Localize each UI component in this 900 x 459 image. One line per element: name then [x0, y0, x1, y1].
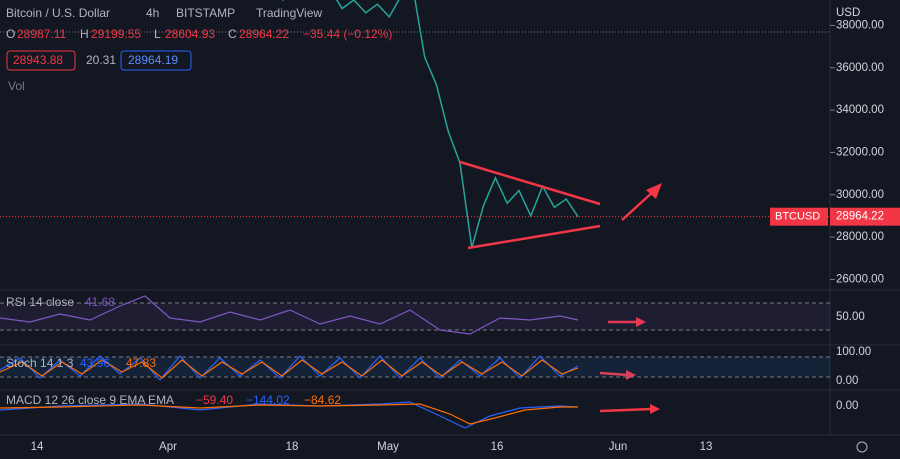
change: −35.44 (−0.12%)	[303, 27, 392, 41]
macd-value: −59.40	[196, 393, 233, 407]
currency: USD	[836, 7, 860, 19]
pane-borders	[0, 0, 900, 436]
ohlc-value: 28964.22	[239, 27, 289, 41]
y-tick-label: 28000.00	[836, 231, 884, 243]
time-label: 16	[491, 441, 504, 453]
y-tick-label: 32000.00	[836, 146, 884, 158]
source: TradingView	[256, 6, 322, 20]
price-tag-label: 28964.22	[836, 211, 884, 223]
stoch-top: 100.00	[836, 346, 871, 358]
stoch-label: Stoch 14 1 3	[6, 356, 74, 370]
stoch-k-value: 43.96	[80, 356, 110, 370]
spread: 20.31	[86, 53, 116, 67]
time-label: Apr	[159, 441, 177, 453]
ohlc-key: O	[6, 27, 15, 41]
time-label: 14	[31, 441, 44, 453]
symbol-tag	[770, 207, 828, 226]
y-tick-label: 36000.00	[836, 62, 884, 74]
y-tick-label: 30000.00	[836, 189, 884, 201]
macd-signal	[0, 403, 578, 425]
ohlc-value: 28987.11	[17, 27, 66, 41]
ask: 28964.19	[128, 53, 178, 67]
rsi-levels	[0, 302, 830, 331]
rsi-value: 41.68	[85, 295, 115, 309]
settings-icon[interactable]	[856, 441, 868, 453]
time-label: 13	[700, 441, 713, 453]
ask-box	[120, 50, 192, 71]
time-label: Jun	[609, 441, 628, 453]
y-tick-label: 38000.00	[836, 19, 884, 31]
y-tick-label: 34000.00	[836, 104, 884, 116]
rsi-level: 50.00	[836, 311, 865, 323]
ohlc-value: 29199.55	[91, 27, 141, 41]
stoch-bottom: 0.00	[836, 375, 858, 387]
time-label: 18	[286, 441, 299, 453]
ohlc-value: 28604.93	[165, 27, 215, 41]
rsi-band	[0, 303, 830, 330]
interval: 4h	[146, 6, 159, 20]
stoch-d-value: 47.83	[126, 356, 156, 370]
bid: 28943.88	[13, 53, 63, 67]
stoch-levels	[0, 356, 830, 378]
y-tick-label: 26000.00	[836, 273, 884, 285]
time-label: May	[377, 441, 399, 453]
rsi-line	[0, 295, 579, 335]
symbol-tag-label: BTCUSD	[775, 211, 820, 223]
macd-zero: 0.00	[836, 400, 858, 412]
macd-signal-value: −144.02	[246, 393, 290, 407]
rsi-label: RSI 14 close	[6, 295, 74, 309]
volume-label: Vol	[8, 79, 25, 93]
symbol: Bitcoin / U.S. Dollar	[6, 6, 110, 20]
bid-box	[6, 50, 76, 71]
price-tag	[830, 207, 900, 226]
ohlc-key: C	[228, 27, 237, 41]
price-line	[282, 0, 579, 248]
ohlc-key: H	[80, 27, 89, 41]
stoch-d	[0, 359, 579, 379]
ohlc-key: L	[154, 27, 161, 41]
macd-label: MACD 12 26 close 9 EMA EMA	[6, 393, 174, 407]
exchange: BITSTAMP	[176, 6, 235, 20]
annotations	[459, 160, 662, 414]
macd-hist-value: −84.62	[304, 393, 341, 407]
